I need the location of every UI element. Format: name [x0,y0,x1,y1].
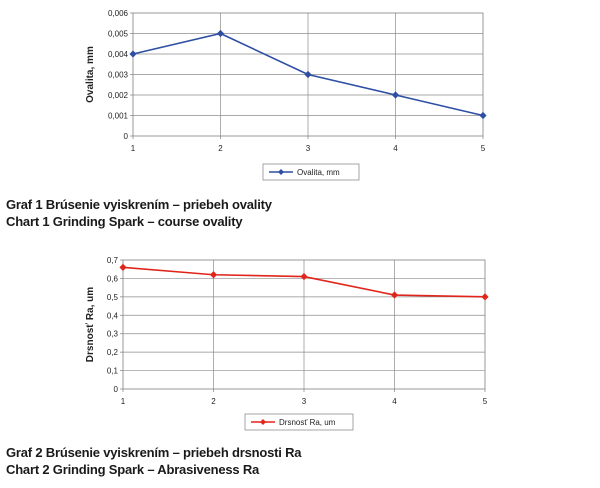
chart2-caption: Graf 2 Brúsenie vyiskrením – priebeh drs… [6,444,301,478]
chart2-data-point [119,263,127,271]
chart2-y-tick-label: 0,4 [107,311,119,320]
chart1-caption-slovak: Graf 1 Brúsenie vyiskrením – priebeh ova… [6,197,272,212]
chart2-x-tick-label: 2 [211,397,216,406]
chart2-y-tick-label: 0,6 [107,274,119,283]
chart1-legend-box [262,163,360,181]
chart2-data-point [209,271,218,279]
chart1-y-tick-label: 0,006 [108,9,129,18]
chart1-data-point [391,91,400,99]
chart2-y-tick-label: 0 [114,385,119,394]
chart2-y-tick-label: 0,7 [107,256,119,265]
chart1-legend-marker [278,169,284,175]
chart2-caption-english: Chart 2 Grinding Spark – Abrasiveness Ra [6,462,260,477]
chart1-y-tick-label: 0,005 [108,30,129,39]
chart1-y-tick-label: 0 [124,132,129,141]
chart1-data-point [479,111,487,120]
chart2-y-tick-label: 0,1 [107,367,119,376]
chart1-y-tick-label: 0,004 [108,50,129,59]
chart2-x-tick-label: 4 [392,397,397,406]
chart1-x-tick-label: 4 [393,144,398,153]
chart1-x-tick-label: 5 [481,144,486,153]
chart2-x-tick-label: 1 [121,397,126,406]
ovality-chart: 0 0,001 0,002 0,003 0,004 0,005 0,006 1 2 3 4 5 Oval… [85,9,487,181]
chart1-y-axis-label: Ovalita, mm [85,46,96,103]
chart1-data-point [129,50,137,58]
roughness-chart: 0 0,1 0,2 0,3 0,4 0,5 0,6 0,7 1 2 3 4 5 Drsnosť Ra, u… [85,256,489,431]
chart1-x-tick-label: 3 [306,144,311,153]
chart1-x-tick-label: 2 [218,144,223,153]
chart2-legend-label: Drsnosť Ra, um [279,418,336,427]
chart1-x-tick-label: 1 [131,144,136,153]
chart1-y-tick-label: 0,001 [108,112,129,121]
chart2-data-point [390,291,399,299]
chart1-data-point [304,70,312,79]
chart1-caption-english: Chart 1 Grinding Spark – course ovality [6,214,243,229]
chart1-caption: Graf 1 Brúsenie vyiskrením – priebeh ova… [6,196,272,230]
chart2-legend-box [244,413,354,431]
chart2-y-tick-label: 0,3 [107,330,119,339]
chart2-y-axis-label: Drsnosť Ra, um [85,287,96,362]
chart1-legend-label: Ovalita, mm [297,168,340,177]
chart1-y-tick-label: 0,003 [108,71,129,80]
chart1-y-tick-label: 0,002 [108,91,129,100]
chart2-x-tick-label: 5 [483,397,488,406]
chart1-data-point [216,29,225,38]
chart2-y-tick-label: 0,5 [107,293,119,302]
chart2-caption-slovak: Graf 2 Brúsenie vyiskrením – priebeh drs… [6,445,302,460]
chart2-y-tick-label: 0,2 [107,348,119,357]
chart2-data-point [481,293,489,301]
chart2-data-point [300,272,308,281]
chart2-legend-marker [260,419,266,425]
chart2-x-tick-label: 3 [302,397,307,406]
